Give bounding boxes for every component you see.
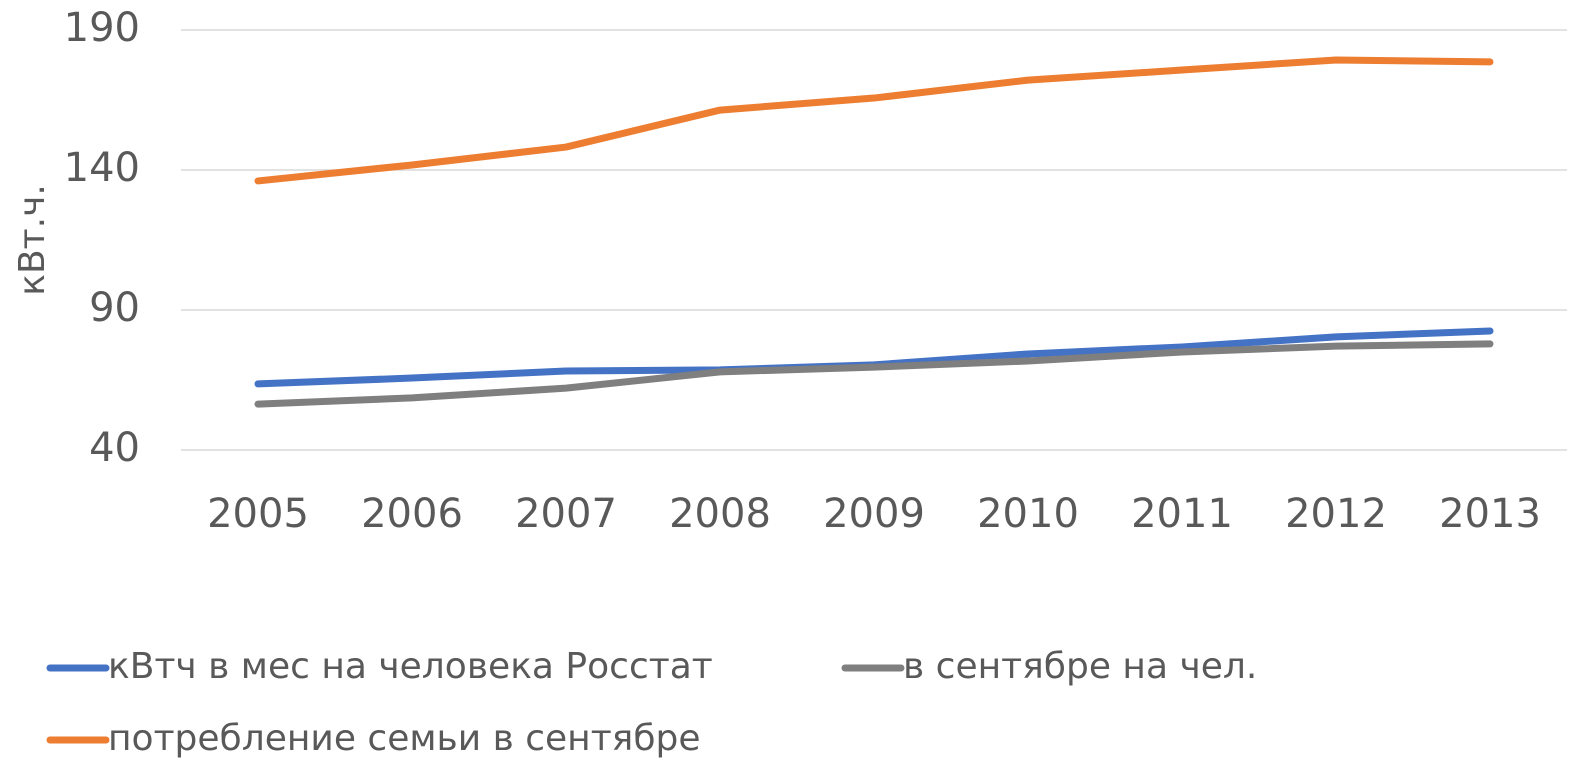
x-tick-label: 2013 xyxy=(1439,491,1541,537)
x-tick-label: 2006 xyxy=(361,491,463,537)
series-line xyxy=(254,340,1494,408)
x-tick-label: 2010 xyxy=(977,491,1079,537)
y-tick-label: 190 xyxy=(64,5,140,51)
x-tick-label: 2005 xyxy=(207,491,309,537)
y-axis-label: кВт.ч. xyxy=(12,184,53,296)
legend-label: кВтч в мес на человека Росстат xyxy=(108,646,713,687)
x-tick-label: 2007 xyxy=(515,491,617,537)
y-tick-label: 140 xyxy=(64,145,140,191)
y-tick-label: 90 xyxy=(89,285,140,331)
x-tick-label: 2009 xyxy=(823,491,925,537)
x-tick-label: 2011 xyxy=(1131,491,1233,537)
series-line xyxy=(254,327,1494,388)
legend-label: в сентябре на чел. xyxy=(903,646,1257,687)
x-tick-label: 2008 xyxy=(669,491,771,537)
y-tick-label: 40 xyxy=(89,425,140,471)
series-line xyxy=(254,56,1494,185)
legend-label: потребление семьи в сентябре xyxy=(108,718,701,759)
x-tick-label: 2012 xyxy=(1285,491,1387,537)
